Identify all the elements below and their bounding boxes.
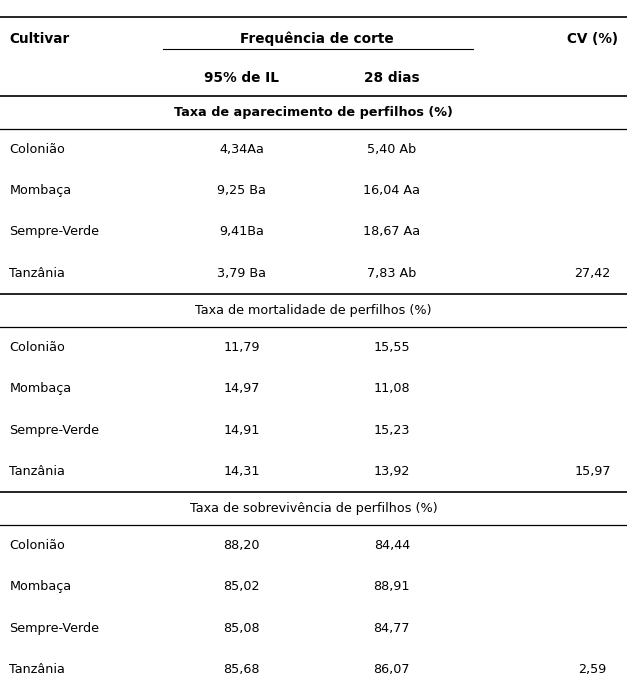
Text: Taxa de mortalidade de perfilhos (%): Taxa de mortalidade de perfilhos (%) [195, 304, 432, 316]
Text: Colonião: Colonião [9, 143, 65, 155]
Text: 85,68: 85,68 [223, 663, 260, 676]
Text: Tanzânia: Tanzânia [9, 465, 65, 477]
Text: 15,97: 15,97 [574, 465, 611, 477]
Text: Mombaça: Mombaça [9, 383, 71, 395]
Text: 85,02: 85,02 [223, 581, 260, 593]
Text: 16,04 Aa: 16,04 Aa [364, 184, 420, 197]
Text: 11,08: 11,08 [374, 383, 410, 395]
Text: 27,42: 27,42 [574, 267, 611, 279]
Text: Colonião: Colonião [9, 341, 65, 354]
Text: Sempre-Verde: Sempre-Verde [9, 226, 100, 238]
Text: 15,55: 15,55 [374, 341, 410, 354]
Text: Cultivar: Cultivar [9, 32, 70, 45]
Text: Colonião: Colonião [9, 539, 65, 552]
Text: 2,59: 2,59 [578, 663, 607, 676]
Text: 13,92: 13,92 [374, 465, 410, 477]
Text: 18,67 Aa: 18,67 Aa [363, 226, 421, 238]
Text: 14,97: 14,97 [223, 383, 260, 395]
Text: 85,08: 85,08 [223, 622, 260, 634]
Text: 11,79: 11,79 [223, 341, 260, 354]
Text: 4,34Aa: 4,34Aa [219, 143, 264, 155]
Text: 84,77: 84,77 [374, 622, 410, 634]
Text: Taxa de aparecimento de perfilhos (%): Taxa de aparecimento de perfilhos (%) [174, 106, 453, 118]
Text: 3,79 Ba: 3,79 Ba [217, 267, 266, 279]
Text: 28 dias: 28 dias [364, 71, 419, 85]
Text: Sempre-Verde: Sempre-Verde [9, 622, 100, 634]
Text: 88,20: 88,20 [223, 539, 260, 552]
Text: 95% de IL: 95% de IL [204, 71, 279, 85]
Text: Tanzânia: Tanzânia [9, 663, 65, 676]
Text: Tanzânia: Tanzânia [9, 267, 65, 279]
Text: Frequência de corte: Frequência de corte [240, 31, 394, 46]
Text: 15,23: 15,23 [374, 424, 410, 436]
Text: 9,25 Ba: 9,25 Ba [217, 184, 266, 197]
Text: 5,40 Ab: 5,40 Ab [367, 143, 416, 155]
Text: 84,44: 84,44 [374, 539, 410, 552]
Text: Mombaça: Mombaça [9, 184, 71, 197]
Text: Sempre-Verde: Sempre-Verde [9, 424, 100, 436]
Text: 14,31: 14,31 [223, 465, 260, 477]
Text: 7,83 Ab: 7,83 Ab [367, 267, 416, 279]
Text: Taxa de sobrevivência de perfilhos (%): Taxa de sobrevivência de perfilhos (%) [190, 502, 437, 515]
Text: 88,91: 88,91 [374, 581, 410, 593]
Text: 14,91: 14,91 [223, 424, 260, 436]
Text: 86,07: 86,07 [374, 663, 410, 676]
Text: Mombaça: Mombaça [9, 581, 71, 593]
Text: 9,41Ba: 9,41Ba [219, 226, 264, 238]
Text: CV (%): CV (%) [567, 32, 618, 45]
